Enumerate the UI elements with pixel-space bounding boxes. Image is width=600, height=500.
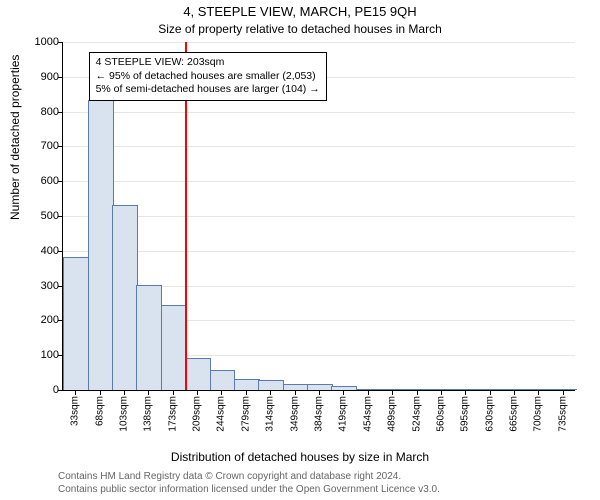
xtick-mark — [173, 390, 174, 395]
chart-container: 4, STEEPLE VIEW, MARCH, PE15 9QH Size of… — [0, 0, 600, 500]
xtick-label: 314sqm — [265, 396, 276, 432]
x-axis-label: Distribution of detached houses by size … — [0, 450, 600, 464]
bar — [331, 386, 357, 390]
xtick-label: 138sqm — [143, 396, 154, 432]
bar — [283, 384, 309, 390]
title-line-2: Size of property relative to detached ho… — [0, 22, 600, 36]
bar — [405, 389, 431, 390]
annotation-line: 4 STEEPLE VIEW: 203sqm — [96, 56, 320, 70]
ytick-label: 400 — [41, 245, 59, 257]
xtick-label: 700sqm — [533, 396, 544, 432]
xtick-mark — [221, 390, 222, 395]
bar — [136, 285, 162, 390]
xtick-mark — [538, 390, 539, 395]
xtick-label: 384sqm — [314, 396, 325, 432]
bar — [526, 389, 552, 390]
xtick-label: 595sqm — [460, 396, 471, 432]
ytick-label: 300 — [41, 280, 59, 292]
annotation-line: ← 95% of detached houses are smaller (2,… — [96, 70, 320, 84]
ytick-label: 100 — [41, 349, 59, 361]
bar — [429, 389, 455, 390]
xtick-mark — [392, 390, 393, 395]
xtick-mark — [343, 390, 344, 395]
xtick-mark — [148, 390, 149, 395]
bar — [478, 389, 504, 390]
xtick-mark — [197, 390, 198, 395]
xtick-label: 489sqm — [387, 396, 398, 432]
attribution-text: Contains HM Land Registry data © Crown c… — [58, 470, 440, 496]
xtick-mark — [124, 390, 125, 395]
xtick-label: 665sqm — [509, 396, 520, 432]
xtick-mark — [75, 390, 76, 395]
attribution-line-2: Contains public sector information licen… — [58, 483, 440, 496]
xtick-mark — [563, 390, 564, 395]
xtick-label: 419sqm — [338, 396, 349, 432]
xtick-label: 279sqm — [240, 396, 251, 432]
bar — [63, 257, 89, 390]
xtick-mark — [465, 390, 466, 395]
title-line-1: 4, STEEPLE VIEW, MARCH, PE15 9QH — [0, 4, 600, 19]
ytick-label: 500 — [41, 210, 59, 222]
bar — [258, 380, 284, 390]
ytick-label: 1000 — [35, 36, 59, 48]
bar — [307, 384, 333, 390]
xtick-label: 560sqm — [435, 396, 446, 432]
xtick-mark — [417, 390, 418, 395]
ytick-label: 700 — [41, 140, 59, 152]
xtick-mark — [270, 390, 271, 395]
xtick-mark — [246, 390, 247, 395]
bar — [453, 389, 479, 390]
bar — [502, 389, 528, 390]
ytick-label: 800 — [41, 106, 59, 118]
bar — [210, 370, 236, 390]
ytick-label: 600 — [41, 175, 59, 187]
xtick-mark — [441, 390, 442, 395]
annotation-box: 4 STEEPLE VIEW: 203sqm← 95% of detached … — [89, 52, 327, 101]
xtick-label: 735sqm — [557, 396, 568, 432]
xtick-label: 524sqm — [411, 396, 422, 432]
bar — [161, 305, 187, 390]
bar — [551, 389, 577, 390]
xtick-label: 349sqm — [289, 396, 300, 432]
xtick-mark — [368, 390, 369, 395]
xtick-label: 103sqm — [118, 396, 129, 432]
y-axis-label: Number of detached properties — [8, 55, 22, 220]
ytick-label: 0 — [53, 384, 59, 396]
xtick-label: 173sqm — [167, 396, 178, 432]
bar — [234, 379, 260, 390]
xtick-label: 209sqm — [192, 396, 203, 432]
plot-area: 0100200300400500600700800900100033sqm68s… — [62, 42, 575, 391]
bar — [185, 358, 211, 390]
xtick-mark — [295, 390, 296, 395]
xtick-mark — [514, 390, 515, 395]
bar — [380, 389, 406, 390]
xtick-label: 33sqm — [70, 396, 81, 426]
xtick-label: 244sqm — [216, 396, 227, 432]
xtick-mark — [100, 390, 101, 395]
ytick-label: 900 — [41, 71, 59, 83]
xtick-mark — [490, 390, 491, 395]
xtick-label: 630sqm — [484, 396, 495, 432]
bar — [88, 100, 114, 390]
bar — [112, 205, 138, 390]
xtick-label: 68sqm — [94, 396, 105, 426]
xtick-mark — [319, 390, 320, 395]
attribution-line-1: Contains HM Land Registry data © Crown c… — [58, 470, 440, 483]
bar — [356, 389, 382, 390]
annotation-line: 5% of semi-detached houses are larger (1… — [96, 83, 320, 97]
xtick-label: 454sqm — [362, 396, 373, 432]
ytick-label: 200 — [41, 314, 59, 326]
